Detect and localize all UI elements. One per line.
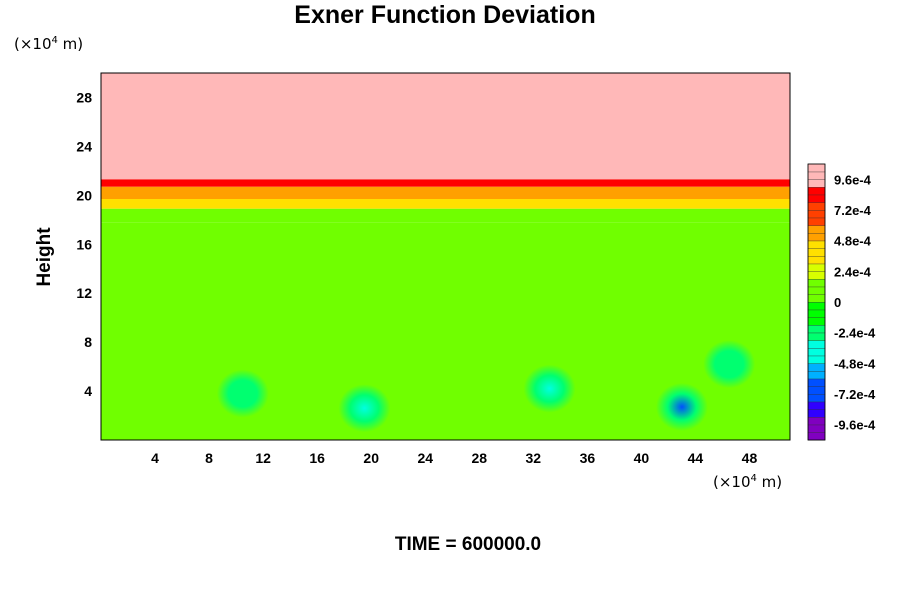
x-tick-label: 8 — [205, 450, 213, 466]
colorbar-swatch — [807, 301, 826, 311]
colorbar-swatch — [807, 240, 826, 249]
y-tick-label: 4 — [84, 383, 92, 399]
colorbar-tick-label: 4.8e-4 — [834, 234, 872, 249]
x-tick-label: 20 — [363, 450, 379, 466]
y-tick-label: 24 — [76, 138, 92, 154]
colorbar-swatch — [807, 217, 826, 226]
x-tick-label: 40 — [634, 450, 650, 466]
colorbar-swatch — [807, 309, 826, 318]
y-tick-label: 16 — [76, 236, 92, 252]
colorbar-swatch — [807, 363, 826, 372]
x-tick-label: 32 — [526, 450, 542, 466]
x-axis-ticks: 4 8 12 16 20 24 28 32 36 40 44 48 — [151, 450, 757, 466]
colorbar-swatch — [807, 317, 826, 326]
field-anomaly — [338, 384, 391, 433]
colorbar-swatch — [807, 378, 826, 387]
y-tick-label: 28 — [76, 89, 92, 105]
colorbar-swatch — [807, 286, 826, 295]
colorbar-swatch — [807, 401, 826, 410]
colorbar-swatch — [807, 171, 826, 180]
colorbar-swatch — [807, 186, 826, 196]
field-anomaly — [216, 369, 269, 418]
colorbar-swatch — [807, 424, 826, 433]
y-tick-label: 8 — [84, 334, 92, 350]
colorbar-tick-label: 9.6e-4 — [834, 172, 872, 187]
x-tick-label: 48 — [742, 450, 758, 466]
colorbar-swatch — [807, 202, 826, 211]
x-tick-label: 24 — [417, 450, 433, 466]
colorbar-swatch — [807, 355, 826, 364]
colorbar-tick-label: 7.2e-4 — [834, 203, 872, 218]
x-tick-label: 4 — [151, 450, 159, 466]
colorbar-swatch — [807, 179, 826, 188]
colorbar-swatch — [807, 294, 826, 303]
field-layer-orange-band — [101, 186, 790, 200]
chart-title: Exner Function Deviation — [294, 1, 595, 29]
colorbar-swatch — [807, 332, 826, 341]
colorbar-swatch — [807, 324, 826, 334]
colorbar-swatch — [807, 393, 826, 403]
y-tick-label: 20 — [76, 187, 92, 203]
colorbar-swatch — [807, 347, 826, 357]
time-label: TIME = 600000.0 — [395, 534, 541, 555]
colorbar-tick-label: -4.8e-4 — [834, 356, 876, 371]
colorbar-tick-label: 2.4e-4 — [834, 264, 872, 279]
colorbar-swatch — [807, 163, 826, 173]
colorbar-swatch — [807, 278, 826, 288]
colorbar-swatch — [807, 409, 826, 418]
y-tick-label: 12 — [76, 285, 92, 301]
colorbar-swatch — [807, 263, 826, 272]
colorbar-swatch — [807, 271, 826, 280]
field-anomaly — [655, 382, 708, 431]
colorbar-tick-label: -2.4e-4 — [834, 326, 876, 341]
colorbar-swatch — [807, 416, 826, 426]
colorbar-swatch — [807, 386, 826, 395]
colorbar-tick-label: -7.2e-4 — [834, 387, 876, 402]
x-tick-label: 16 — [309, 450, 325, 466]
colorbar-swatch — [807, 248, 826, 257]
field-anomaly — [703, 340, 756, 389]
plot-frame — [100, 72, 791, 441]
x-tick-label: 12 — [255, 450, 271, 466]
colorbar-frame — [807, 163, 826, 441]
colorbar-tick-label: -9.6e-4 — [834, 418, 876, 433]
x-tick-label: 28 — [471, 450, 487, 466]
colorbar-swatch — [807, 432, 826, 441]
colorbar-swatch — [807, 255, 826, 265]
x-tick-label: 44 — [688, 450, 704, 466]
colorbar: 9.6e-4 7.2e-4 4.8e-4 2.4e-4 0 -2.4e-4 -4.8e-4 -… — [807, 163, 876, 441]
x-tick-label: 36 — [580, 450, 596, 466]
field-layer-upper — [101, 73, 790, 180]
colorbar-swatch — [807, 340, 826, 349]
colorbar-swatch — [807, 225, 826, 234]
plot-area — [100, 72, 791, 441]
colorbar-swatch — [807, 370, 826, 380]
y-axis-ticks: 4 8 12 16 20 24 28 — [76, 89, 92, 399]
colorbar-swatch — [807, 209, 826, 219]
y-axis-unit: (×104 m) — [14, 35, 83, 53]
y-axis-label: Height — [34, 227, 55, 287]
colorbar-swatch — [807, 194, 826, 203]
colorbar-tick-label: 0 — [834, 295, 841, 310]
x-axis-unit: (×104 m) — [713, 473, 782, 491]
colorbar-swatch — [807, 232, 826, 242]
field-layer-yellow-green-band — [101, 208, 790, 223]
field-anomaly — [523, 364, 576, 413]
field-layer-red-band — [101, 179, 790, 187]
field-layer-yellow-band — [101, 199, 790, 209]
